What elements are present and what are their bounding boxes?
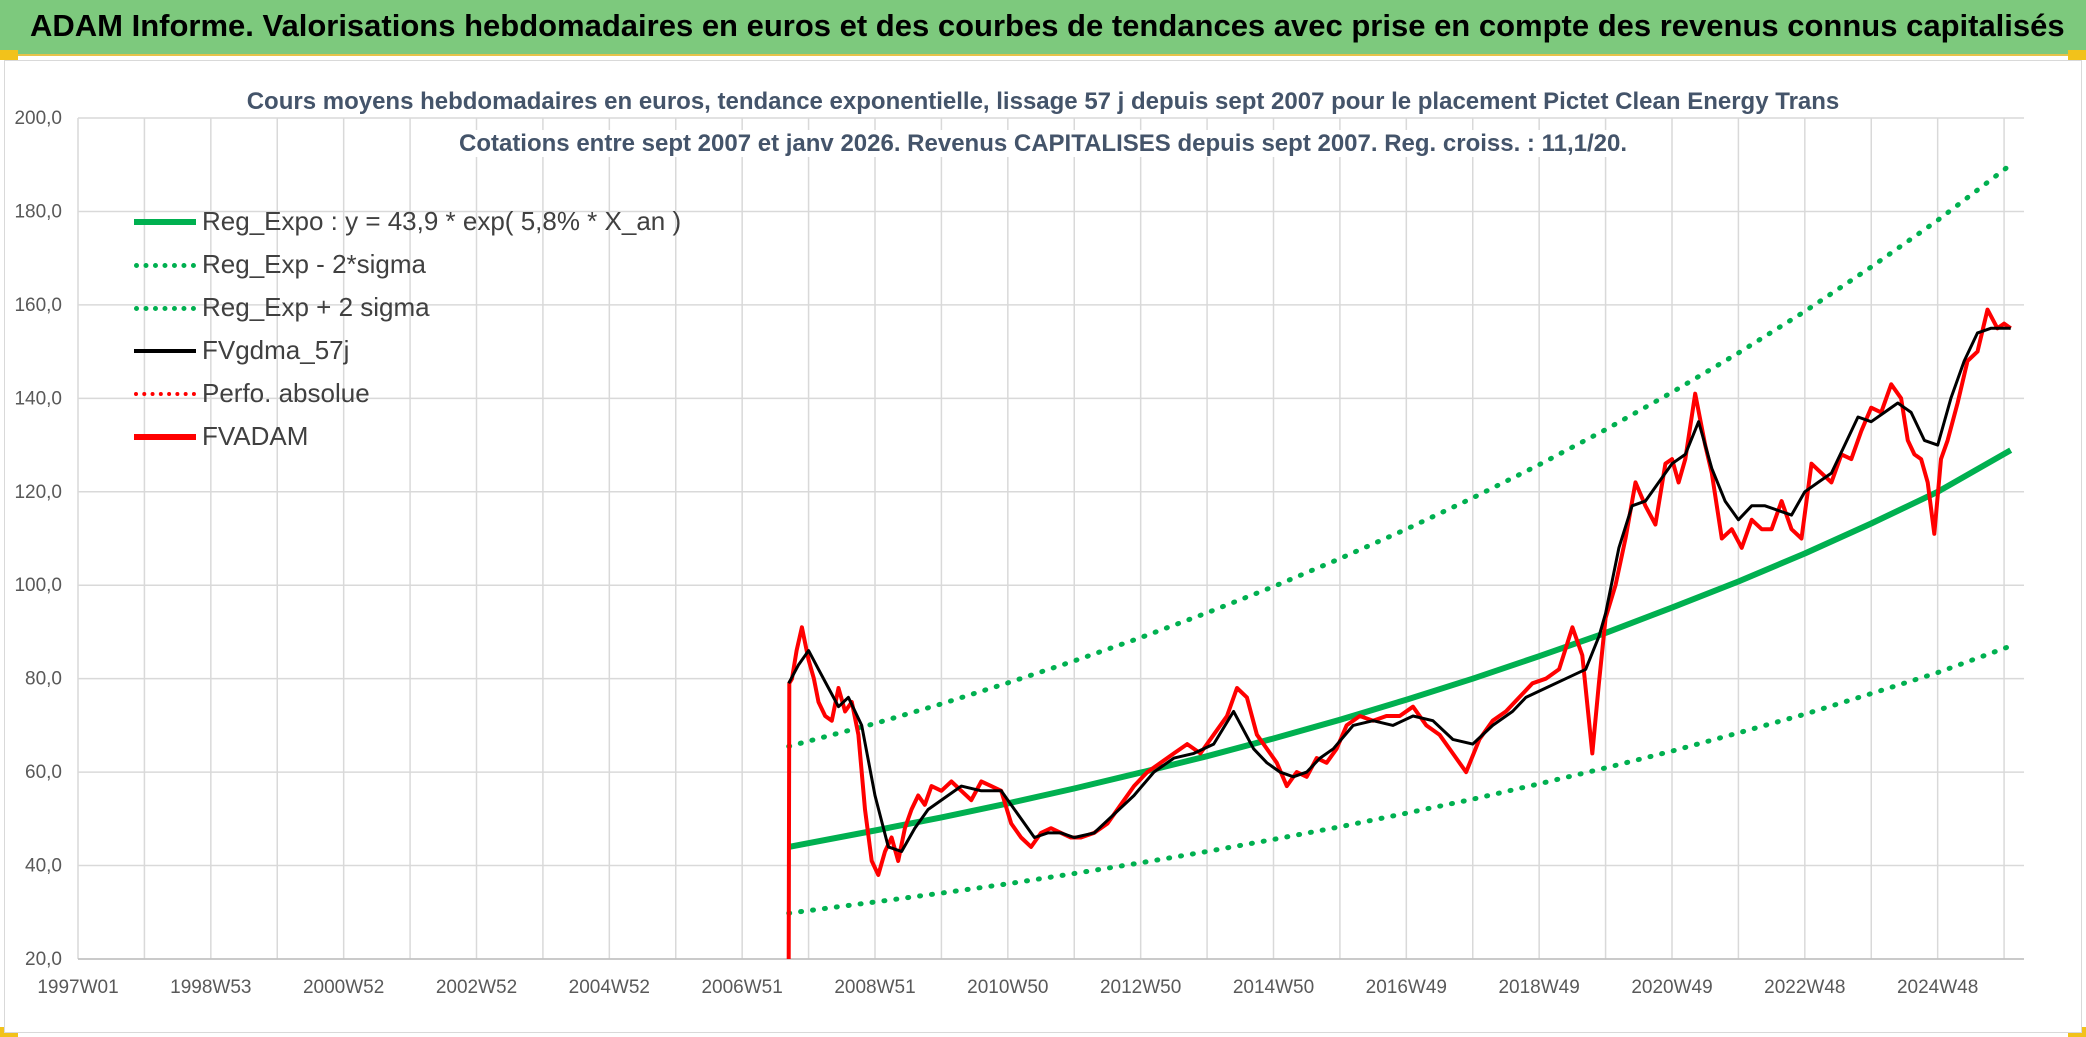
- x-tick-label: 2024W48: [1897, 977, 1978, 998]
- legend-swatch: [134, 392, 196, 396]
- chart-title: Cours moyens hebdomadaires en euros, ten…: [0, 88, 2086, 116]
- chart-title-text: Cours moyens hebdomadaires en euros, ten…: [240, 88, 1846, 115]
- y-tick-label: 80,0: [25, 669, 62, 690]
- x-tick-label: 2010W50: [967, 977, 1048, 998]
- x-tick-label: 2016W49: [1366, 977, 1447, 998]
- corner-marker: [2068, 50, 2086, 60]
- y-tick-label: 120,0: [14, 482, 62, 503]
- report-banner: ADAM Informe. Valorisations hebdomadaire…: [0, 0, 2086, 56]
- x-tick-label: 2000W52: [303, 977, 384, 998]
- y-tick-label: 60,0: [25, 762, 62, 783]
- x-tick-label: 2020W49: [1631, 977, 1712, 998]
- series-line-reg-expo-y-43-9-exp-5-8-x-an: [788, 447, 2013, 850]
- x-tick-label: 2014W50: [1233, 977, 1314, 998]
- legend-label: FVgdma_57j: [202, 335, 350, 365]
- series-line-fvgdma-57j: [787, 326, 2011, 853]
- legend-label: FVADAM: [202, 421, 309, 451]
- y-tick-label: 160,0: [14, 295, 62, 316]
- x-tick-label: 2008W51: [834, 977, 915, 998]
- corner-marker: [0, 50, 18, 60]
- y-tick-label: 20,0: [25, 949, 62, 970]
- legend-label: Reg_Exp + 2 sigma: [202, 292, 430, 322]
- legend-label: Reg_Exp - 2*sigma: [202, 249, 426, 279]
- chart-area: [4, 60, 2082, 1033]
- series: [786, 162, 2014, 960]
- legend-swatch: [134, 349, 196, 353]
- x-tick-label: 1997W01: [37, 977, 118, 998]
- legend-swatch: [134, 434, 196, 440]
- x-tick-label: 2004W52: [569, 977, 650, 998]
- series-line-fvadam: [786, 307, 2012, 960]
- chart-subtitle: Cotations entre sept 2007 et janv 2026. …: [0, 130, 2086, 158]
- y-tick-label: 200,0: [14, 108, 62, 129]
- y-tick-label: 140,0: [14, 388, 62, 409]
- x-tick-label: 1998W53: [170, 977, 251, 998]
- y-tick-label: 40,0: [25, 856, 62, 877]
- x-tick-label: 2022W48: [1764, 977, 1845, 998]
- legend-label: Perfo. absolue: [202, 378, 370, 408]
- chart-subtitle-text: Cotations entre sept 2007 et janv 2026. …: [452, 130, 1634, 157]
- y-tick-label: 180,0: [14, 201, 62, 222]
- x-tick-label: 2006W51: [701, 977, 782, 998]
- legend-swatch: [134, 306, 196, 311]
- x-tick-label: 2012W50: [1100, 977, 1181, 998]
- legend-swatch: [134, 263, 196, 268]
- series-line-reg-exp-2-sigma: [786, 162, 2014, 749]
- report-title: ADAM Informe. Valorisations hebdomadaire…: [30, 8, 2065, 43]
- legend-swatch: [134, 219, 196, 225]
- axes: 20,0 40,0 60,0 80,0 100,0 120,0 140,0 160,0 180,…: [14, 108, 2024, 998]
- series-line-reg-exp-2-sigma: [786, 643, 2014, 916]
- x-tick-label: 2018W49: [1498, 977, 1579, 998]
- legend-label: Reg_Expo : y = 43,9 * exp( 5,8% * X_an ): [202, 206, 682, 236]
- x-tick-label: 2002W52: [436, 977, 517, 998]
- y-tick-label: 100,0: [14, 575, 62, 596]
